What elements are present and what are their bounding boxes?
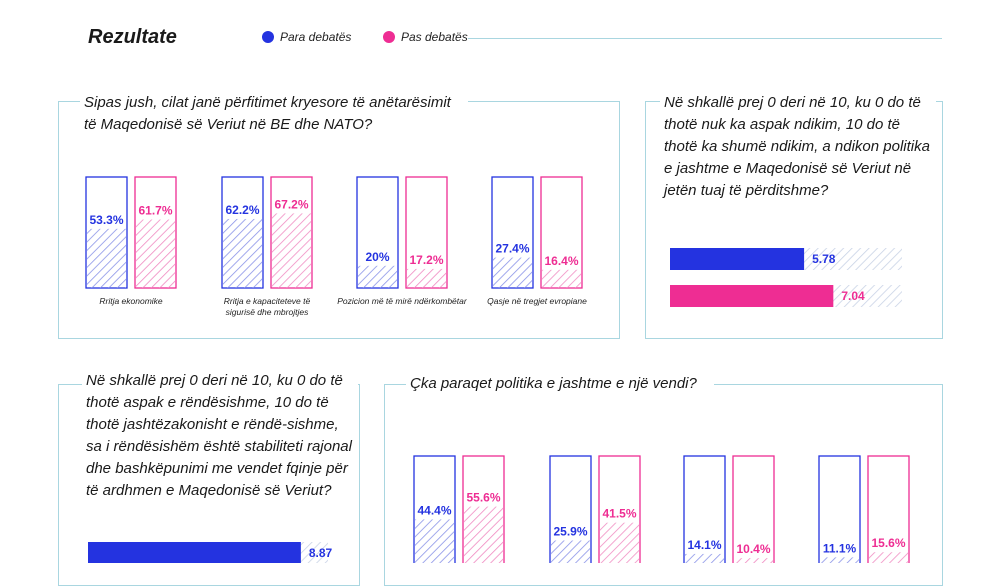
bar [670, 248, 805, 270]
benefits-question: Sipas jush, cilat janë përfitimet kryeso… [80, 92, 468, 136]
bar [869, 552, 908, 563]
bar [670, 285, 834, 307]
data-label: 15.6% [871, 536, 905, 550]
category-label: Pozicion më të mirë ndërkombëtar [337, 296, 468, 306]
legend-item-after: Pas debatës [383, 30, 468, 44]
bar-frame [413, 455, 456, 563]
legend-label-before: Para debatës [280, 30, 352, 44]
data-label: 27.4% [495, 242, 529, 256]
bar-frame [867, 455, 910, 563]
data-label: 10.4% [736, 542, 770, 556]
data-label: 14.1% [687, 538, 721, 552]
influence-chart: 5.78 7.04 [670, 248, 902, 307]
bar-frame [683, 455, 726, 563]
category-label: Qasje në tregjet evropiane [487, 296, 587, 306]
bar-frame [549, 455, 592, 563]
bar [685, 553, 724, 563]
data-label: 67.2% [274, 197, 308, 211]
data-label: 55.6% [466, 491, 500, 505]
bar [551, 540, 590, 563]
legend-dot-before [262, 31, 274, 43]
bar [407, 268, 446, 288]
legend-dot-after [383, 31, 395, 43]
category-label: sigurisë dhe mbrojtjes [226, 307, 309, 317]
data-label: 53.3% [89, 213, 123, 227]
data-label: 44.4% [417, 503, 451, 517]
data-label: 62.2% [225, 203, 259, 217]
bar [542, 269, 581, 288]
data-label: 61.7% [138, 204, 172, 218]
foreign-policy-chart: 44.4% 25.9% 14.1% 11.1% 55.6% 41.5% 10.4% 15.6% [413, 455, 910, 563]
bar [223, 218, 262, 288]
bar [464, 506, 503, 563]
category-label: Rritja ekonomike [99, 296, 163, 306]
legend-item-before: Para debatës [262, 30, 351, 44]
bar [358, 265, 397, 288]
bar-frame [732, 455, 775, 563]
legend-label-after: Pas debatës [401, 30, 468, 44]
page-title: Rezultate [88, 26, 177, 48]
bar [820, 557, 859, 563]
data-label: 20% [365, 250, 389, 264]
bar [87, 228, 126, 288]
bar [88, 542, 301, 563]
influence-question: Në shkallë prej 0 deri në 10, ku 0 do të… [660, 92, 936, 202]
category-label: Rritja e kapaciteteve të [224, 296, 311, 306]
bar [415, 519, 454, 563]
data-label: 25.9% [553, 524, 587, 538]
data-label: 16.4% [544, 254, 578, 268]
data-label: 17.2% [409, 253, 443, 267]
bar-frame [818, 455, 861, 563]
stability-chart: 8.87 [88, 542, 333, 563]
bar [136, 219, 175, 288]
foreign-policy-question: Çka paraqet politika e jashtme e një ven… [406, 373, 714, 395]
data-label: 11.1% [823, 541, 857, 555]
data-label: 7.04 [841, 289, 865, 303]
bar [493, 257, 532, 288]
bar [600, 522, 639, 563]
header-divider [468, 38, 942, 39]
benefits-chart: 53.3% 62.2% 20% 27.4% 61.7% 67.2% 17.2% 16.4% Rr… [85, 176, 587, 317]
bar [734, 558, 773, 563]
bar-frame [462, 455, 505, 563]
stability-question: Në shkallë prej 0 deri në 10, ku 0 do të… [82, 370, 358, 502]
bar-frame [598, 455, 641, 563]
data-label: 8.87 [309, 546, 333, 560]
bar [272, 213, 311, 288]
data-label: 41.5% [602, 507, 636, 521]
data-label: 5.78 [812, 252, 836, 266]
